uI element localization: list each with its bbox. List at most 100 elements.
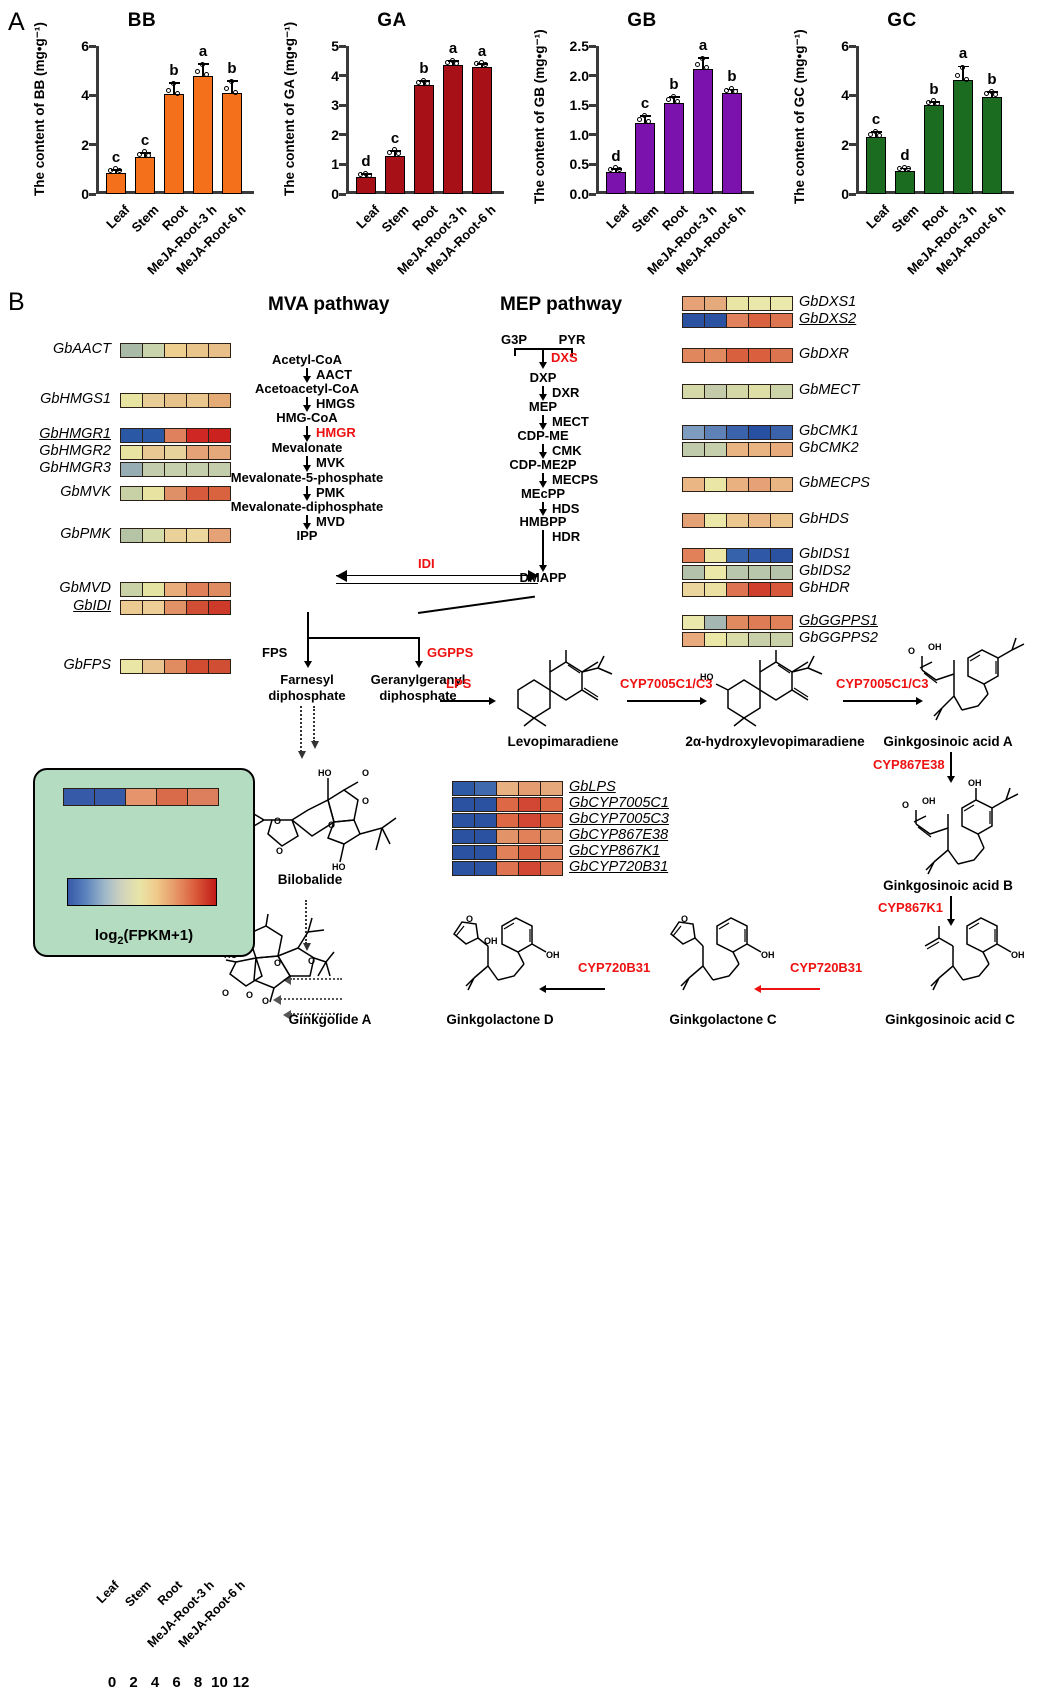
heatmap-cell [771, 478, 792, 491]
svg-text:O: O [222, 988, 229, 998]
heatmap-row-GbCYP720B31 [452, 861, 563, 876]
x-tick-label: Leaf [863, 202, 893, 232]
plot-area: 0.0 0.5 1.0 1.5 2.0 2.5 d Leaf c Stem b Root a MeJA-R… [570, 37, 754, 277]
catalyst-lps: LPS [446, 676, 472, 691]
enzyme-fps: FPS [262, 645, 288, 660]
arrow-cyp867k1 [947, 896, 954, 926]
y-tick-label: 5 [331, 38, 339, 54]
heatmap-cell [121, 463, 143, 476]
data-point [195, 68, 200, 74]
arrow-mect [539, 415, 546, 430]
arrow-dxs [539, 349, 546, 369]
data-point [960, 64, 965, 70]
y-tick-label: 2 [81, 136, 89, 153]
dashed-arrow-ginkgolide-2 [273, 995, 342, 1005]
y-tick-label: 0 [841, 186, 849, 202]
heatmap-row-GbCYP867K1 [452, 845, 563, 860]
y-tick [339, 103, 346, 107]
legend-sample-label: Stem [121, 1578, 154, 1610]
arrow-fps [304, 637, 311, 668]
heatmap-cell [705, 633, 727, 646]
heatmap-cell [165, 463, 187, 476]
error-bar [933, 102, 935, 106]
heatmap-cell [165, 529, 187, 542]
heatmap-cell [475, 798, 497, 811]
y-tick [589, 133, 596, 137]
data-point [868, 131, 873, 137]
colorbar-tick-label: 6 [172, 1674, 181, 1691]
heatmap-cell [187, 660, 209, 673]
heatmap-cell [705, 549, 727, 562]
y-axis-label: The content of GA (mg•g⁻¹) [282, 21, 297, 196]
heatmap-cell [519, 830, 541, 843]
svg-text:OH: OH [484, 936, 498, 946]
heatmap-row-GbMECPS [682, 477, 793, 492]
heatmap-cell [771, 385, 792, 398]
heatmap-row-GbHMGR3 [120, 462, 231, 477]
heatmap-cell [749, 297, 771, 310]
error-bar [991, 93, 993, 97]
mep-pathway-title: MEP pathway [500, 294, 623, 315]
data-point [171, 81, 176, 87]
heatmap-cell [683, 566, 705, 579]
heatmap-cell [143, 660, 165, 673]
colorbar-tick-label: 8 [193, 1674, 203, 1691]
enzyme-idi: IDI [418, 556, 435, 571]
heatmap-cell [727, 633, 749, 646]
arrow-cyp7005-1 [627, 697, 707, 704]
heatmap-cell [771, 633, 792, 646]
gene-label-GbHMGR3: GbHMGR3 [39, 460, 111, 476]
significance-letter: b [929, 80, 939, 98]
bracket-top [514, 348, 573, 350]
heatmap-cell [165, 429, 187, 442]
data-point [204, 72, 209, 78]
dashed-arrow-bilobalide-1 [297, 706, 306, 759]
error-bar [173, 84, 175, 95]
svg-text:OH: OH [928, 642, 942, 652]
error-bar [481, 64, 483, 67]
heatmap-cell [705, 443, 727, 456]
heatmap-row-GbDXS2 [682, 313, 793, 328]
heatmap-cell [121, 660, 143, 673]
heatmap-cell [749, 549, 771, 562]
arrow-aact [303, 368, 310, 383]
ipp-branch-horiz [307, 637, 419, 639]
error-bar [962, 67, 964, 80]
error-bar [452, 62, 454, 66]
x-tick-label: Stem [628, 202, 662, 236]
heatmap-row-GbHMGR1 [120, 428, 231, 443]
heatmap-row-GbMECT [682, 384, 793, 399]
caption-rest: (FPKM+1) [123, 927, 194, 944]
legend-sample-row [63, 788, 219, 806]
heatmap-cell [497, 846, 519, 859]
data-point [902, 164, 907, 170]
svg-text:OH: OH [761, 950, 775, 960]
heatmap-row-GbMVK [120, 486, 231, 501]
heatmap-cell [187, 583, 209, 596]
chart-title: GC [887, 10, 917, 31]
arrow-cmk [539, 444, 546, 459]
heatmap-cell [209, 487, 230, 500]
heatmap-row-GbCMK1 [682, 425, 793, 440]
y-axis-label: The content of GB (mg•g⁻¹) [532, 29, 547, 204]
gene-label-GbHDR: GbHDR [799, 580, 850, 596]
enzyme-mect: MECT [552, 414, 589, 429]
data-point [483, 62, 488, 68]
gene-label-GbCYP720B31: GbCYP720B31 [569, 859, 669, 875]
heatmap-cell [771, 443, 792, 456]
gene-label-GbIDI: GbIDI [73, 598, 111, 614]
heatmap-cell [143, 344, 165, 357]
data-point [175, 90, 180, 96]
heatmap-cell [187, 344, 209, 357]
enzyme-dxr: DXR [552, 385, 580, 400]
legend-sample-label: Leaf [93, 1578, 122, 1607]
svg-text:O: O [362, 768, 369, 778]
y-tick-label: 4 [841, 87, 849, 104]
heatmap-cell [727, 385, 749, 398]
heatmap-cell [771, 549, 792, 562]
arrow-mvd [303, 515, 310, 530]
gene-label-GbAACT: GbAACT [52, 341, 111, 357]
data-point [233, 89, 238, 95]
idi-arrowhead-right [528, 570, 539, 582]
heatmap-row-GbHDR [682, 582, 793, 597]
